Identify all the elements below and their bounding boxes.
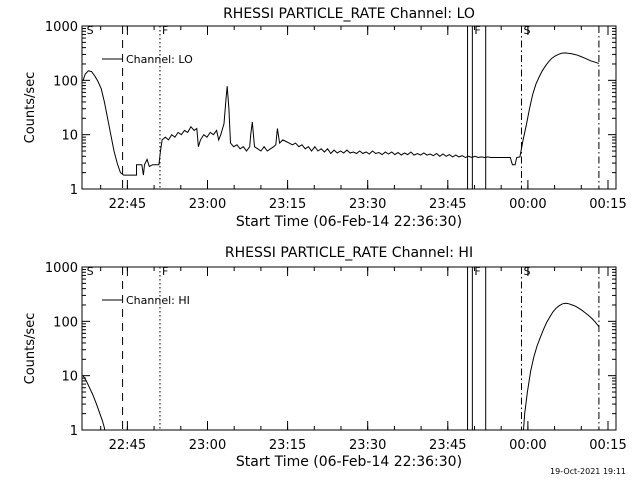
x-tick-label: 00:15 bbox=[589, 438, 626, 453]
x-tick-label: 23:30 bbox=[349, 438, 386, 453]
y-tick-label: 10 bbox=[61, 370, 78, 385]
y-tick-label: 100 bbox=[53, 315, 78, 330]
x-tick-label: 23:45 bbox=[429, 438, 466, 453]
marker-label: F bbox=[474, 24, 480, 37]
x-axis-label: Start Time (06-Feb-14 22:36:30) bbox=[236, 214, 462, 230]
plot-frame bbox=[81, 266, 617, 431]
x-tick-label: 00:00 bbox=[509, 197, 546, 212]
panel-hi: RHESSI PARTICLE_RATE Channel: HI 1 10 100 10… bbox=[23, 245, 627, 470]
y-axis-label: Counts/sec bbox=[23, 72, 38, 144]
marker-label: S bbox=[523, 265, 530, 278]
chart-title: RHESSI PARTICLE_RATE Channel: LO bbox=[223, 6, 475, 22]
marker-label: S bbox=[87, 265, 94, 278]
marker-label: F bbox=[162, 265, 168, 278]
legend-entry: Channel: HI bbox=[126, 294, 190, 307]
series-line bbox=[82, 375, 106, 430]
marker-label: S bbox=[523, 24, 530, 37]
y-tick-label: 100 bbox=[53, 74, 78, 89]
x-tick-label: 23:30 bbox=[349, 197, 386, 212]
y-tick-label: 1000 bbox=[45, 261, 78, 276]
series-line bbox=[82, 52, 600, 176]
plot-frame bbox=[81, 25, 617, 190]
marker-label: F bbox=[162, 24, 168, 37]
x-tick-label: 00:00 bbox=[509, 438, 546, 453]
marker-label: F bbox=[474, 265, 480, 278]
x-tick-label: 22:45 bbox=[109, 197, 146, 212]
legend-entry: Channel: LO bbox=[126, 53, 193, 66]
x-tick-label: 23:00 bbox=[189, 438, 226, 453]
x-tick-label: 23:15 bbox=[269, 438, 306, 453]
x-tick-label: 23:15 bbox=[269, 197, 306, 212]
footer-timestamp: 19-Oct-2021 19:11 bbox=[550, 467, 626, 476]
x-axis-label: Start Time (06-Feb-14 22:36:30) bbox=[236, 454, 462, 470]
x-tick-label: 23:45 bbox=[429, 197, 466, 212]
y-tick-label: 1 bbox=[70, 183, 78, 198]
y-tick-label: 1 bbox=[70, 424, 78, 439]
chart-title: RHESSI PARTICLE_RATE Channel: HI bbox=[225, 245, 473, 261]
x-tick-label: 23:00 bbox=[189, 197, 226, 212]
y-axis-label: Counts/sec bbox=[23, 313, 38, 385]
y-tick-label: 10 bbox=[61, 129, 78, 144]
marker-label: S bbox=[87, 24, 94, 37]
series-line bbox=[522, 302, 600, 430]
x-tick-label: 00:15 bbox=[589, 197, 626, 212]
panel-lo: RHESSI PARTICLE_RATE Channel: LO 1 10 100 10… bbox=[23, 6, 627, 230]
x-tick-label: 22:45 bbox=[109, 438, 146, 453]
y-tick-label: 1000 bbox=[45, 20, 78, 35]
